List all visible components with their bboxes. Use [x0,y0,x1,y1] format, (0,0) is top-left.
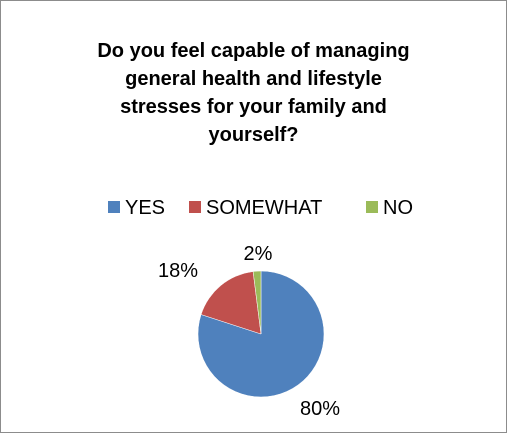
legend-swatch-yes [108,201,120,213]
chart-title-line: Do you feel capable of managing [97,40,410,62]
pie-data-labels: 80% 18% 2% [158,243,340,420]
pie-slice-no [252,270,262,335]
pie-slices [197,270,325,398]
chart-title-line: stresses for your family and [120,96,387,118]
data-label-no: 2% [244,243,273,265]
legend-swatch-somewhat [189,201,201,213]
legend-label-somewhat: SOMEWHAT [206,197,323,219]
data-label-somewhat: 18% [158,260,198,282]
chart-legend: YES SOMEWHAT NO [1,194,507,222]
legend-label-no: NO [383,197,413,219]
chart-title-line: general health and lifestyle [125,68,382,90]
legend-swatch-no [366,201,378,213]
pie-slice-somewhat [200,271,262,335]
data-label-yes: 80% [300,398,340,420]
chart-title-line: yourself? [208,124,299,146]
legend-label-yes: YES [125,197,166,219]
chart-title: Do you feel capable of managing general … [41,37,466,149]
